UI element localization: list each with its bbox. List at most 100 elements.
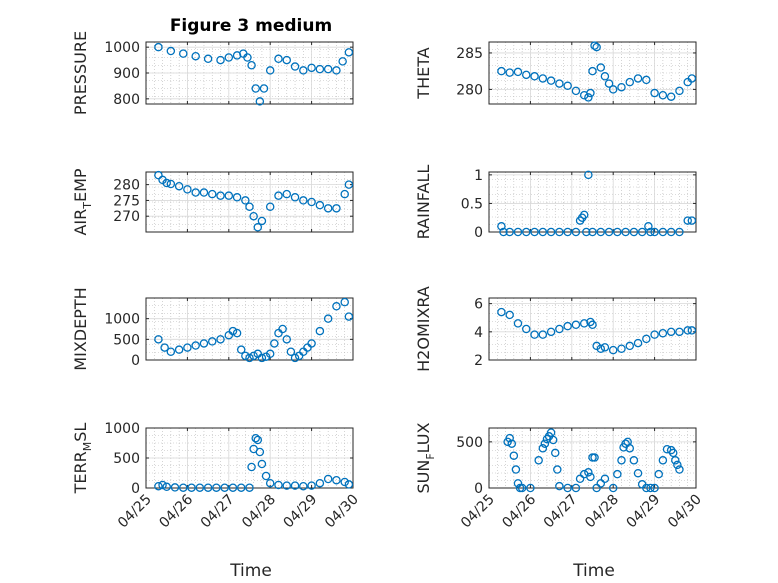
data-point (251, 433, 260, 443)
data-point (228, 326, 238, 336)
y-tick-label: 280 (456, 82, 483, 98)
data-point (604, 79, 614, 88)
data-point (608, 483, 618, 493)
y-axis-label-rest: SL (71, 423, 90, 442)
y-tick-label: 6 (474, 297, 483, 313)
y-axis-label-subscript: F (424, 453, 437, 459)
figure-title: Figure 3 medium (170, 16, 332, 36)
data-point (307, 63, 316, 73)
data-point (600, 343, 610, 352)
data-point (555, 324, 564, 334)
y-axis-label-base: AIR (71, 209, 90, 236)
data-point (247, 462, 256, 472)
subplot-1: 800 900 1000 PRESSURE (71, 31, 354, 115)
data-point (191, 341, 200, 350)
data-point (255, 447, 265, 457)
plot-area (489, 42, 696, 104)
axes-box (145, 297, 354, 361)
data-point (191, 51, 200, 61)
data-point (232, 193, 242, 202)
data-point (274, 480, 283, 490)
data-point (571, 86, 581, 96)
data-point (158, 480, 167, 490)
data-point (228, 483, 238, 492)
data-point (687, 216, 697, 225)
y-tick-label: 2 (474, 353, 483, 369)
data-point (658, 328, 668, 338)
data-point (584, 93, 593, 102)
data-point (245, 353, 254, 363)
data-point (257, 216, 267, 226)
data-point (617, 456, 626, 465)
data-point (563, 483, 572, 493)
data-point (675, 327, 684, 337)
data-point (154, 481, 163, 491)
y-tick-label: 270 (113, 209, 140, 225)
data-point (257, 459, 267, 469)
data-point (307, 197, 316, 207)
data-point (538, 227, 548, 237)
data-point (588, 66, 597, 76)
y-tick-label: 500 (113, 451, 140, 467)
data-point (642, 334, 651, 344)
data-point (546, 428, 556, 437)
x-axis-label-left: Time (229, 561, 272, 581)
data-point (546, 227, 556, 237)
y-tick-label: 500 (113, 332, 140, 348)
data-point (546, 327, 556, 337)
data-point (675, 227, 684, 237)
data-point (642, 75, 651, 85)
data-point (265, 202, 275, 211)
data-point (187, 483, 196, 492)
data-point (166, 46, 176, 56)
data-point (299, 66, 308, 75)
y-axis-label: SUNFLUX (414, 422, 437, 493)
data-point (625, 77, 635, 87)
data-point (509, 451, 519, 460)
y-axis-label-rest: EMP (71, 168, 90, 202)
data-point (282, 55, 292, 65)
data-point (282, 189, 292, 199)
data-point (282, 335, 292, 344)
data-point (265, 478, 275, 488)
data-point (658, 227, 668, 237)
plot-area (146, 298, 353, 360)
data-point (307, 339, 316, 348)
subplot-2: 280 285 THETA (414, 41, 697, 105)
data-point (555, 79, 564, 88)
data-point (170, 483, 180, 492)
data-point (224, 191, 234, 200)
data-point (590, 41, 599, 50)
data-point (637, 227, 647, 237)
data-point (270, 339, 279, 348)
data-point (675, 465, 684, 474)
data-point (571, 227, 581, 237)
y-axis-label: TERRMSL (71, 423, 94, 495)
data-point (646, 227, 655, 237)
y-axis-label: THETA (414, 47, 433, 99)
data-point (315, 478, 325, 488)
y-axis-label: AIRTEMP (71, 168, 94, 235)
data-point (586, 88, 595, 98)
data-point (286, 347, 296, 356)
y-tick-label: 4 (474, 325, 483, 341)
data-point (522, 324, 531, 334)
data-point (538, 74, 548, 83)
data-point (183, 185, 192, 194)
data-point (332, 302, 341, 311)
x-axis-label-right: Time (572, 561, 615, 581)
data-point (613, 469, 622, 479)
data-point (299, 196, 308, 205)
data-point (241, 196, 250, 205)
data-point (315, 64, 325, 74)
data-point (332, 204, 341, 213)
data-point (265, 66, 275, 75)
data-point (633, 74, 643, 83)
data-point (216, 191, 225, 200)
data-point (179, 49, 188, 58)
data-point (592, 42, 601, 52)
data-point (586, 472, 595, 482)
data-point (220, 483, 229, 492)
data-point (265, 349, 275, 359)
